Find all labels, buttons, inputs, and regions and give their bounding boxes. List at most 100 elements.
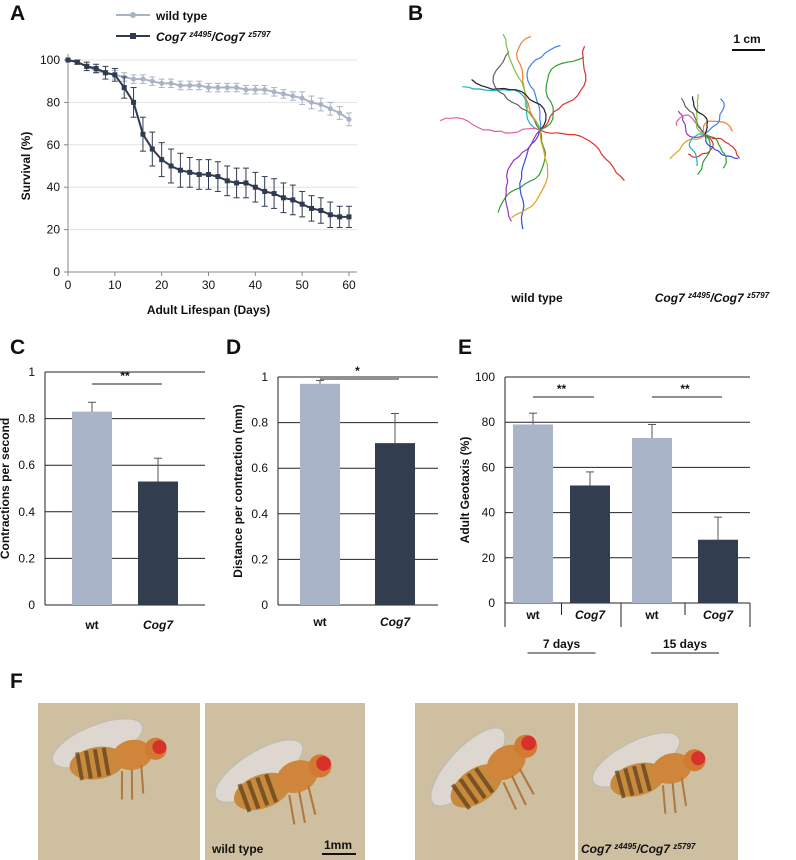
y-tick-label: 0.6	[251, 461, 268, 475]
bar	[138, 481, 178, 605]
x-tick-label: wt	[84, 618, 98, 632]
fly-leg	[298, 791, 306, 824]
trajectory	[691, 96, 708, 136]
point	[159, 80, 165, 86]
fly	[51, 718, 167, 800]
fly-stripe	[246, 780, 261, 810]
y-axis-label: Adult Geotaxis (%)	[458, 437, 472, 544]
trajectory	[704, 134, 727, 169]
x-tick-label: Cog7	[703, 608, 734, 622]
fly-stripe	[84, 750, 93, 779]
y-tick-label: 1	[261, 370, 268, 384]
point	[262, 188, 268, 194]
point	[262, 87, 268, 93]
point	[243, 180, 249, 186]
x-tick-label: wt	[644, 608, 658, 622]
trajectory	[539, 129, 625, 182]
point	[149, 146, 155, 152]
y-tick-label: 80	[482, 415, 496, 429]
fly-leg	[307, 785, 317, 815]
fly	[592, 732, 706, 814]
x-tick-label: Cog7	[575, 608, 606, 622]
trajectory	[511, 129, 549, 219]
significance-label: **	[680, 382, 690, 396]
point	[206, 85, 211, 91]
point	[131, 76, 137, 82]
fly-stripe	[614, 770, 626, 799]
point	[318, 208, 324, 214]
y-tick-label: 0.2	[18, 551, 35, 565]
y-tick-label: 100	[40, 53, 60, 67]
significance-label: **	[120, 369, 130, 383]
fly-eye	[521, 735, 536, 751]
legend-marker	[130, 12, 136, 18]
significance-label: **	[557, 382, 567, 396]
x-tick-label: Cog7	[143, 618, 174, 632]
bar	[632, 438, 672, 603]
point	[309, 99, 315, 105]
fly-leg	[671, 782, 677, 814]
y-tick-label: 0.4	[251, 507, 268, 521]
trajectory	[704, 98, 725, 136]
fly-stripe	[623, 767, 635, 797]
point	[168, 80, 174, 86]
point	[159, 157, 165, 163]
trajectory	[439, 117, 541, 134]
point	[234, 85, 240, 91]
legend-label: wild type	[155, 9, 208, 23]
trajectory-label: wild type	[510, 291, 563, 305]
point	[196, 82, 202, 88]
x-tick-label: 60	[342, 278, 356, 292]
scale-bar-label: 1 cm	[733, 32, 760, 46]
bar	[570, 485, 610, 603]
photo-label: Cog7 z4495/Cog7 z5797	[581, 842, 696, 856]
fly-stripe	[632, 765, 644, 794]
fly-leg	[680, 778, 688, 807]
panel-letter: A	[10, 2, 25, 25]
trajectory	[539, 56, 585, 131]
point	[149, 78, 155, 84]
point	[206, 171, 211, 177]
group-label: 7 days	[543, 637, 581, 651]
y-tick-label: 20	[47, 223, 61, 237]
fly-leg	[120, 770, 124, 800]
panel-letter: F	[10, 670, 23, 693]
point	[112, 72, 118, 78]
point	[290, 197, 296, 203]
trajectory	[504, 129, 541, 222]
point	[271, 191, 277, 197]
trajectory	[526, 44, 561, 131]
bar	[698, 539, 738, 603]
x-tick-label: Cog7	[380, 615, 411, 629]
fly-leg	[511, 775, 527, 806]
fly-stripe	[458, 778, 479, 805]
fly-stripe	[92, 748, 102, 778]
fly-thorax	[486, 744, 526, 781]
y-tick-label: 0	[488, 596, 495, 610]
point	[327, 106, 333, 112]
point	[234, 180, 240, 186]
point	[271, 89, 277, 95]
panel-letter: D	[226, 336, 241, 359]
x-tick-label: wt	[525, 608, 539, 622]
fly-stripe	[450, 783, 472, 810]
y-tick-label: 40	[482, 506, 496, 520]
y-axis-label: Contractions per second	[0, 418, 12, 559]
bar	[375, 443, 415, 605]
fly-eye	[316, 756, 331, 771]
y-tick-label: 0	[28, 598, 35, 612]
point	[74, 59, 80, 65]
legend-label: Cog7 z4495/Cog7 z5797	[156, 30, 271, 44]
point	[140, 76, 146, 82]
y-tick-label: 0	[53, 265, 60, 279]
y-tick-label: 0.8	[18, 412, 35, 426]
point	[346, 214, 352, 220]
point	[140, 131, 146, 137]
x-tick-label: 50	[295, 278, 309, 292]
point	[280, 195, 286, 201]
point	[187, 169, 193, 175]
fly-stripe	[237, 783, 252, 813]
point	[215, 85, 221, 91]
fly	[430, 727, 538, 810]
